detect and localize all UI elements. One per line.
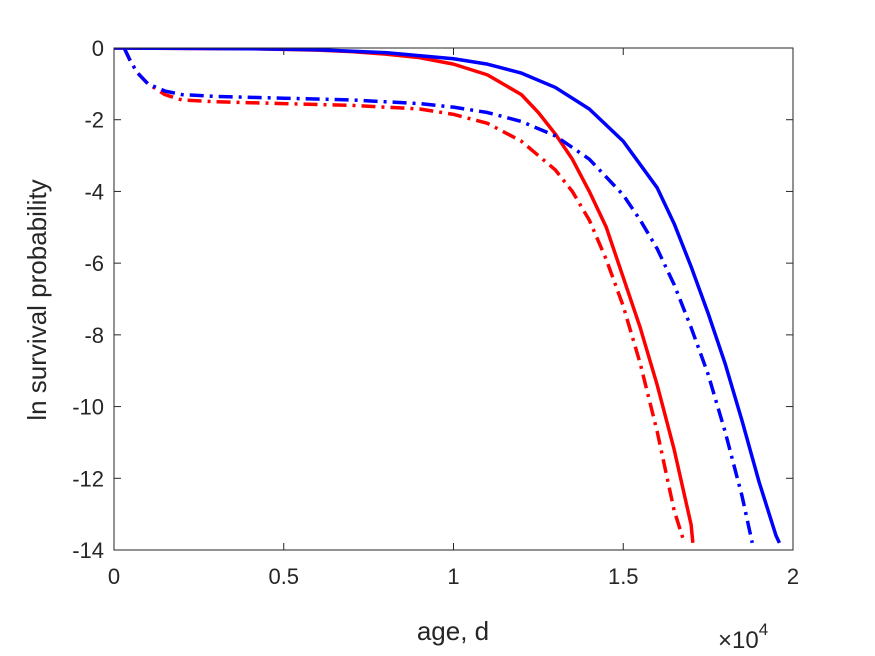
x-axis-label: age, d — [417, 616, 489, 646]
series-line-2 — [114, 48, 782, 544]
y-tick-label: -4 — [84, 179, 104, 204]
series-line-4 — [122, 48, 754, 544]
x-ticks: 0 0.5 1 1.5 2 — [108, 48, 799, 589]
x-exponent-base: ×10 — [718, 627, 759, 654]
y-tick-label: 0 — [92, 36, 104, 61]
x-exponent-label: ×104 — [718, 620, 768, 654]
y-tick-label: -14 — [72, 538, 104, 563]
series-layer — [114, 48, 782, 544]
x-tick-label: 1.5 — [608, 564, 639, 589]
x-tick-label: 0.5 — [268, 564, 299, 589]
y-ticks: 0 -2 -4 -6 -8 -10 -12 -14 — [72, 36, 793, 563]
x-tick-label: 1 — [447, 564, 459, 589]
y-tick-label: -2 — [84, 108, 104, 133]
y-axis-label: ln survival probability — [22, 179, 52, 420]
plot-area — [114, 48, 793, 550]
x-tick-label: 0 — [108, 564, 120, 589]
y-tick-label: -10 — [72, 395, 104, 420]
y-tick-label: -12 — [72, 466, 104, 491]
y-tick-label: -6 — [84, 251, 104, 276]
x-exponent-power: 4 — [759, 620, 768, 639]
y-tick-label: -8 — [84, 323, 104, 348]
x-tick-label: 2 — [787, 564, 799, 589]
